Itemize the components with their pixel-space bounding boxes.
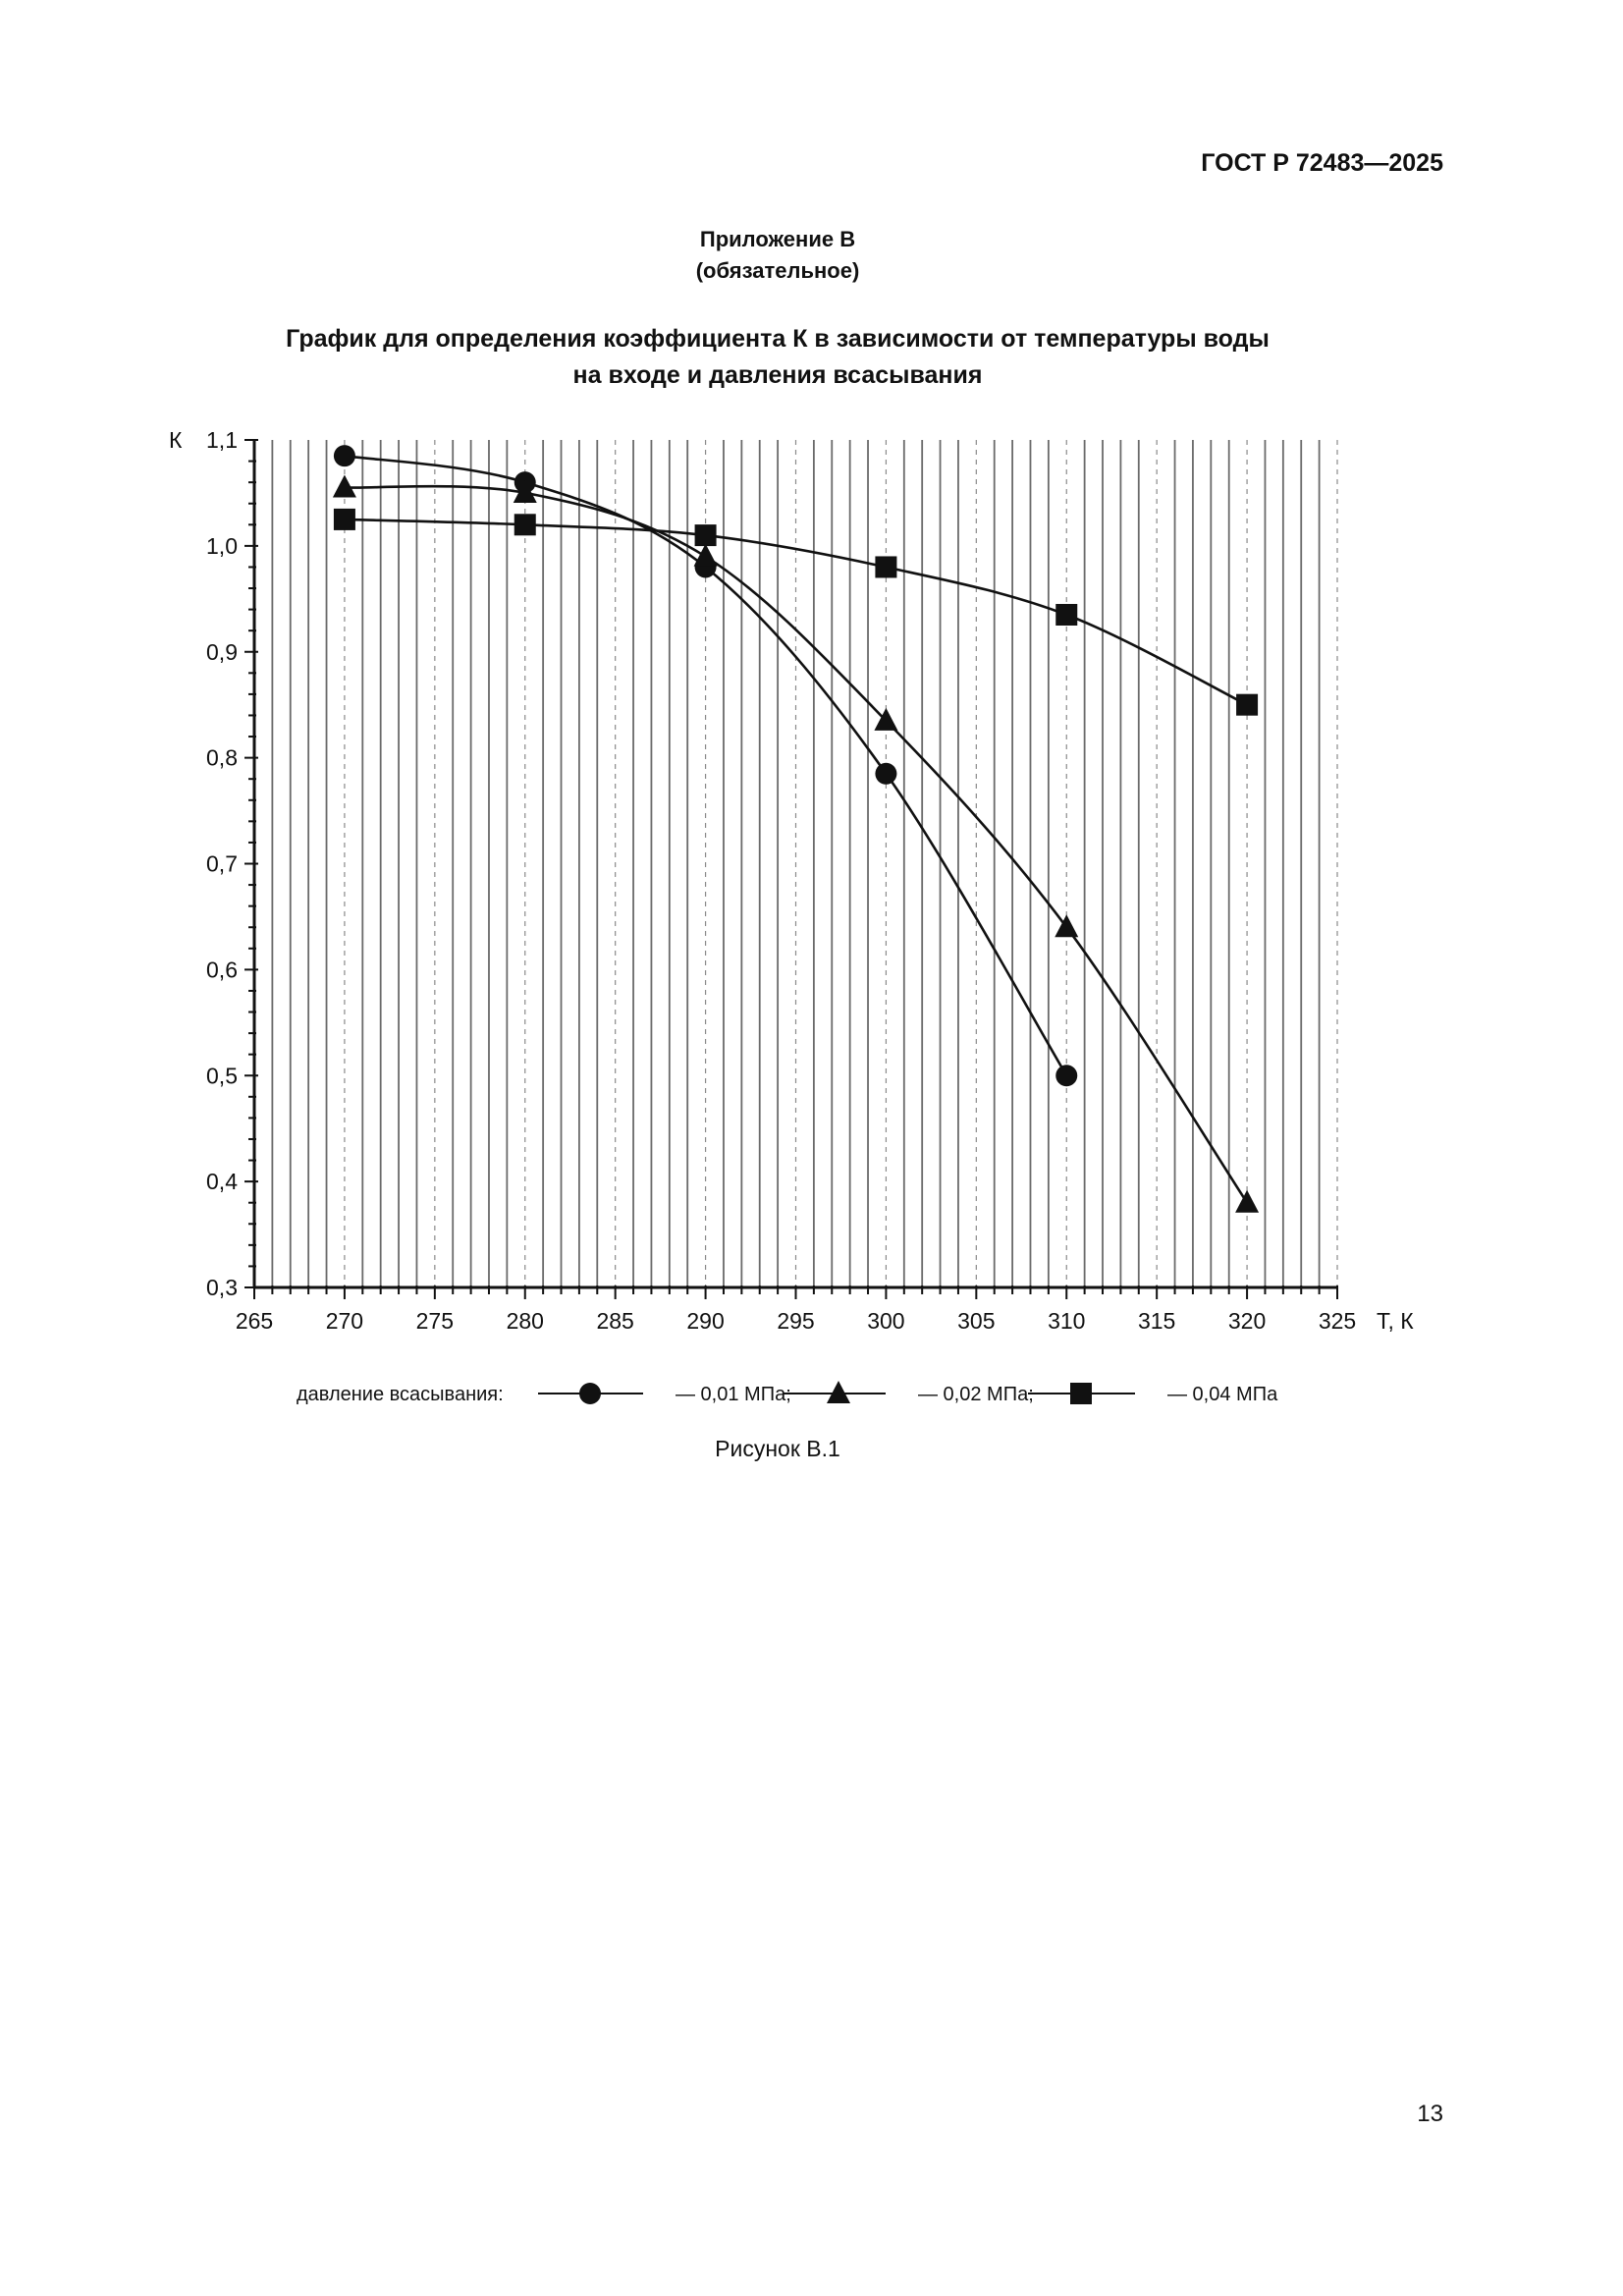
x-tick-label: 265	[236, 1308, 273, 1334]
data-point-circle	[1055, 1065, 1078, 1087]
x-tick-label: 285	[596, 1308, 633, 1334]
data-point-circle	[333, 445, 355, 467]
y-tick-label: 0,5	[206, 1063, 238, 1088]
x-tick-label: 275	[416, 1308, 454, 1334]
legend-prefix: давление всасывания:	[297, 1384, 504, 1405]
legend-marker-square	[1070, 1383, 1092, 1404]
y-tick-label: 1,0	[206, 533, 238, 559]
x-tick-label: 270	[326, 1308, 363, 1334]
data-point-triangle	[332, 474, 356, 498]
chart-svg: 0,3 0,4 0,5 0,6 0,7 0,8 0,9 1,0 1,1 265 270 275 280 2…	[169, 427, 1414, 1405]
y-tick-label: 0,4	[206, 1169, 238, 1194]
document-code: ГОСТ Р 72483—2025	[1201, 149, 1443, 177]
data-point-triangle	[1235, 1189, 1260, 1213]
x-axis-label: Т, К	[1377, 1308, 1414, 1334]
data-point-triangle	[693, 543, 718, 567]
y-tick-label: 0,9	[206, 639, 238, 665]
x-tick-label: 290	[686, 1308, 724, 1334]
x-tick-label: 315	[1138, 1308, 1175, 1334]
legend-marker-circle	[579, 1383, 601, 1404]
chart-title: График для определения коэффициента К в …	[196, 321, 1359, 394]
x-tick-label: 305	[957, 1308, 995, 1334]
chart-title-line-1: График для определения коэффициента К в …	[286, 325, 1270, 353]
data-point-triangle	[874, 707, 898, 731]
data-point-triangle	[1055, 914, 1079, 938]
x-tick-label: 310	[1048, 1308, 1085, 1334]
data-point-square	[694, 524, 717, 547]
data-point-square	[514, 514, 536, 536]
legend-entry-label: — 0,04 МПа	[1167, 1384, 1278, 1405]
legend-entry-label: — 0,02 МПа;	[918, 1384, 1034, 1405]
legend-layer: давление всасывания: — 0,01 МПа; — 0,02 МП…	[297, 1381, 1278, 1405]
page-number: 13	[1417, 2101, 1443, 2127]
legend-marker-triangle	[827, 1381, 850, 1403]
series-layer	[332, 445, 1260, 1213]
y-axis-label: К	[169, 427, 183, 453]
data-point-square	[333, 508, 355, 530]
y-tick-label: 0,7	[206, 851, 238, 877]
axes-layer: 0,3 0,4 0,5 0,6 0,7 0,8 0,9 1,0 1,1 265 270 275 280 2…	[169, 427, 1414, 1334]
y-tick-label: 0,8	[206, 745, 238, 771]
x-tick-label: 300	[867, 1308, 904, 1334]
y-tick-label: 1,1	[206, 427, 238, 453]
data-point-square	[1236, 693, 1259, 716]
x-tick-label: 325	[1319, 1308, 1356, 1334]
y-tick-label: 0,3	[206, 1275, 238, 1300]
grid-layer	[271, 440, 1338, 1287]
chart-title-line-2: на входе и давления всасывания	[572, 361, 983, 389]
x-tick-label: 320	[1228, 1308, 1266, 1334]
x-tick-label: 280	[507, 1308, 544, 1334]
data-point-square	[1055, 603, 1078, 626]
appendix-status: (обязательное)	[695, 258, 860, 283]
data-point-square	[875, 556, 897, 578]
legend-entry-label: — 0,01 МПа;	[676, 1384, 791, 1405]
data-point-circle	[875, 762, 897, 785]
data-point-triangle	[513, 479, 537, 503]
figure-caption: Рисунок В.1	[715, 1436, 840, 1461]
series-line-circle	[344, 454, 1068, 1076]
series-line-square	[344, 518, 1248, 706]
y-tick-label: 0,6	[206, 957, 238, 982]
appendix-title: Приложение В	[699, 227, 856, 251]
x-tick-label: 295	[777, 1308, 814, 1334]
